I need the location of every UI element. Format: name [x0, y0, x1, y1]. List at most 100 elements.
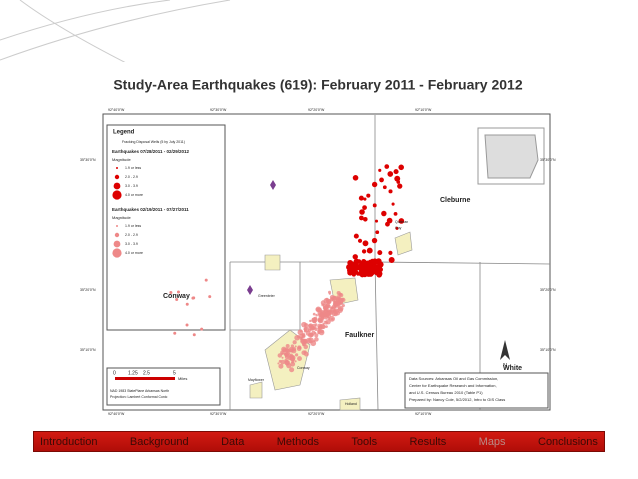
map-text: Conway [163, 293, 190, 300]
quake [362, 261, 368, 267]
quake [277, 362, 280, 365]
quake [331, 298, 334, 301]
map-text: Magnitude [112, 215, 131, 220]
quake [378, 267, 384, 272]
quake [348, 265, 353, 270]
quake [314, 337, 319, 342]
quake [372, 203, 377, 208]
inset-map [477, 127, 545, 185]
quake [200, 327, 204, 331]
quake [381, 210, 387, 217]
nav-item[interactable]: Methods [276, 435, 319, 448]
quake [366, 247, 373, 254]
map-text: Miles [178, 376, 187, 381]
quake [341, 303, 345, 308]
map-text: 92°30'0"W [210, 108, 227, 112]
quake [394, 175, 401, 182]
map-text: Earthquakes 02/19/2011 - 07/27/2011 [112, 207, 189, 212]
quake [322, 322, 325, 325]
map-text: and U.S. Census Bureau 2010 (Table P1) [409, 390, 483, 395]
map-text: 35°30'0"N [540, 158, 556, 162]
quake [289, 367, 295, 373]
quake [303, 344, 309, 350]
quake [291, 348, 297, 354]
quake [325, 325, 328, 328]
quake [169, 291, 173, 295]
quake [359, 215, 364, 221]
nav-item[interactable]: Tools [351, 435, 378, 448]
map-text: Holland [345, 402, 357, 406]
nav-item[interactable]: Background [129, 435, 189, 448]
quake [294, 345, 297, 348]
quake [362, 240, 369, 247]
quake [307, 323, 312, 328]
quake [351, 271, 355, 274]
quake [208, 295, 212, 299]
quake [379, 177, 384, 183]
quake [300, 336, 304, 339]
map-text: 1.9 or less [125, 224, 141, 228]
quake [175, 297, 179, 301]
map-text: Projection: Lambert Conformal Conic [110, 395, 168, 399]
map-text: Cleburne [440, 197, 470, 204]
quake [280, 359, 286, 365]
map-text: 4.0 or more [125, 251, 143, 255]
quake [358, 195, 364, 201]
quake [365, 273, 369, 277]
map-text: Earthquakes 07/28/2011 - 02/29/2012 [112, 149, 190, 154]
nav-item[interactable]: Conclusions [538, 435, 598, 448]
legend-symbol [113, 240, 121, 248]
quake [285, 344, 290, 349]
map-text: Conway [297, 366, 310, 370]
map-text: 92°20'0"W [308, 108, 325, 112]
nav-item[interactable]: Results [409, 435, 447, 448]
nav-item[interactable]: Data [221, 435, 245, 448]
earthquakes [169, 164, 405, 373]
quake [309, 319, 312, 323]
quake [353, 233, 359, 239]
quake [204, 278, 208, 282]
nav-item[interactable]: Introduction [40, 435, 98, 448]
legend-symbol [112, 248, 122, 258]
quake [361, 249, 367, 254]
map-text: 92°30'0"W [210, 412, 227, 416]
quake [321, 324, 326, 329]
nav-item[interactable]: Maps [478, 435, 506, 448]
quake [352, 254, 358, 260]
map-text: Prepared by: Nancy Cole, 5/2/2012, Intro… [409, 397, 505, 402]
map-text: 92°40'0"W [108, 412, 125, 416]
quake [320, 300, 326, 306]
quake [290, 344, 295, 348]
legend-symbol [112, 190, 122, 200]
quake [312, 312, 316, 316]
quake [315, 306, 322, 313]
quake [290, 355, 293, 358]
legend-symbol [114, 232, 120, 238]
map-text: Legend [113, 130, 135, 136]
quake [388, 250, 393, 255]
quake [300, 338, 307, 345]
map-text: Magnitude [112, 157, 131, 162]
map-text: 92°10'0"W [415, 108, 432, 112]
quake [371, 181, 378, 188]
quake [192, 333, 196, 337]
scale-box [106, 367, 221, 406]
map-title: Study-Area Earthquakes (619): February 2… [113, 77, 523, 93]
map-text: Mayflower [248, 378, 265, 382]
quake [382, 185, 387, 190]
quake [284, 353, 287, 356]
quake [366, 193, 371, 198]
quake [358, 271, 364, 277]
quake [371, 237, 378, 244]
quake [173, 331, 177, 335]
sources-box [404, 372, 549, 409]
quake [303, 351, 309, 357]
map-text: Faulkner [345, 332, 374, 339]
quake [323, 308, 327, 312]
quake [366, 263, 373, 270]
quake [290, 356, 296, 362]
map-text: 35°20'0"N [540, 288, 556, 292]
quake [387, 171, 394, 177]
quake [185, 323, 189, 327]
